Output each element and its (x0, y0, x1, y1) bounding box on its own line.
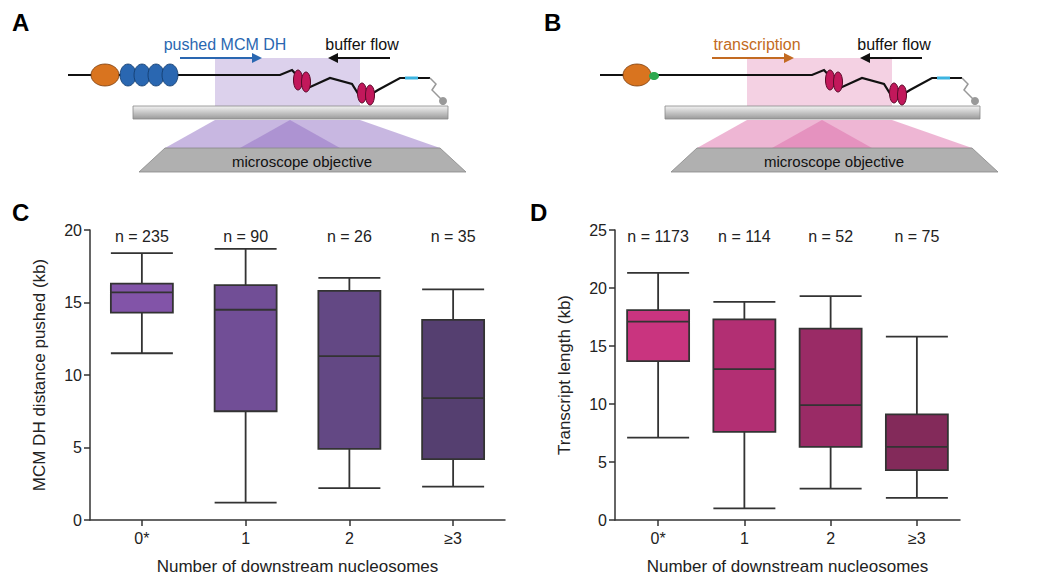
svg-text:1: 1 (740, 530, 749, 547)
svg-text:20: 20 (589, 280, 607, 297)
svg-text:B: B (544, 9, 561, 36)
svg-text:microscope objective: microscope objective (232, 153, 372, 170)
svg-text:0: 0 (598, 512, 607, 529)
svg-text:transcription: transcription (713, 36, 800, 53)
svg-text:5: 5 (598, 454, 607, 471)
svg-text:Number of downstream nucleosom: Number of downstream nucleosomes (157, 557, 439, 576)
svg-text:25: 25 (589, 222, 607, 239)
svg-text:20: 20 (64, 222, 82, 239)
svg-text:n = 1173: n = 1173 (627, 228, 689, 245)
svg-text:≥3: ≥3 (908, 530, 926, 547)
svg-text:2: 2 (345, 530, 354, 547)
svg-text:Transcript length (kb): Transcript length (kb) (555, 295, 574, 455)
svg-text:10: 10 (589, 396, 607, 413)
svg-text:15: 15 (64, 294, 82, 311)
svg-text:0*: 0* (134, 530, 149, 547)
svg-text:MCM DH distance pushed (kb): MCM DH distance pushed (kb) (30, 259, 49, 491)
svg-text:microscope objective: microscope objective (764, 153, 904, 170)
svg-text:15: 15 (589, 338, 607, 355)
svg-text:2: 2 (826, 530, 835, 547)
svg-text:Number of downstream nucleosom: Number of downstream nucleosomes (647, 557, 929, 576)
svg-text:n = 75: n = 75 (894, 228, 939, 245)
svg-text:0: 0 (73, 512, 82, 529)
svg-text:10: 10 (64, 367, 82, 384)
svg-text:0*: 0* (651, 530, 666, 547)
svg-text:A: A (12, 9, 29, 36)
svg-text:pushed MCM DH: pushed MCM DH (164, 36, 287, 53)
svg-text:n = 235: n = 235 (115, 228, 169, 245)
svg-text:n = 52: n = 52 (808, 228, 853, 245)
svg-text:buffer flow: buffer flow (857, 36, 931, 53)
svg-text:C: C (12, 199, 29, 226)
svg-text:n = 90: n = 90 (223, 228, 268, 245)
svg-text:1: 1 (241, 530, 250, 547)
svg-text:buffer flow: buffer flow (325, 36, 399, 53)
svg-text:≥3: ≥3 (444, 530, 462, 547)
svg-text:D: D (530, 199, 547, 226)
svg-text:n = 114: n = 114 (718, 228, 771, 245)
svg-text:n = 35: n = 35 (431, 228, 476, 245)
svg-text:n = 26: n = 26 (327, 228, 372, 245)
svg-text:5: 5 (73, 439, 82, 456)
